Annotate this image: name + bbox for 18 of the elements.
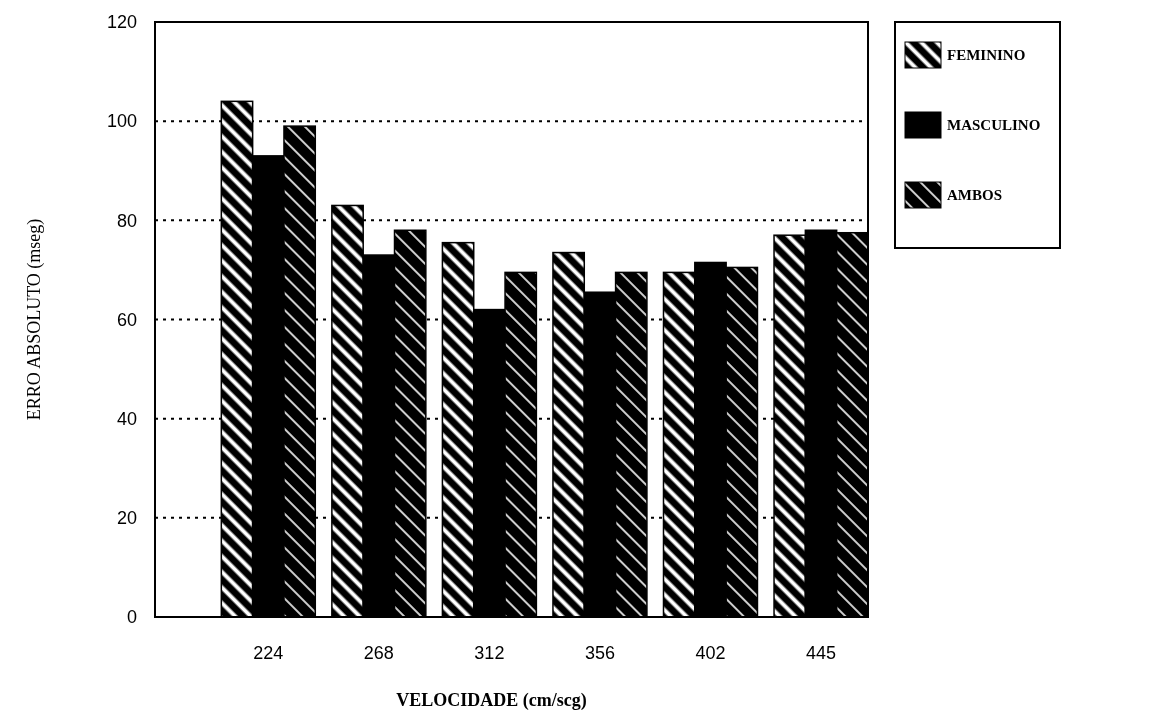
x-tick-label: 445 [806,643,837,663]
y-tick-label: 40 [116,408,137,429]
y-tick-label: 120 [106,12,137,33]
y-tick-label: 80 [116,210,137,231]
y-tick-label: 20 [116,508,137,529]
legend-label: AMBOS [947,187,1003,204]
x-axis-title: VELOCIDADE (cm/scg) [396,690,587,711]
x-tick-label: 402 [695,643,726,663]
y-tick-label: 100 [106,111,137,132]
x-tick-label: 356 [584,643,615,663]
y-tick-label: 60 [116,309,137,330]
legend-label: FEMININO [947,47,1026,64]
legend-label: MASCULINO [947,117,1041,134]
x-tick-label: 268 [363,643,394,663]
y-tick-label: 0 [126,607,137,628]
x-tick-label: 224 [253,643,284,663]
y-axis-title: ERRO ABSOLUTO (mseg) [24,218,45,421]
x-tick-label: 312 [474,643,505,663]
